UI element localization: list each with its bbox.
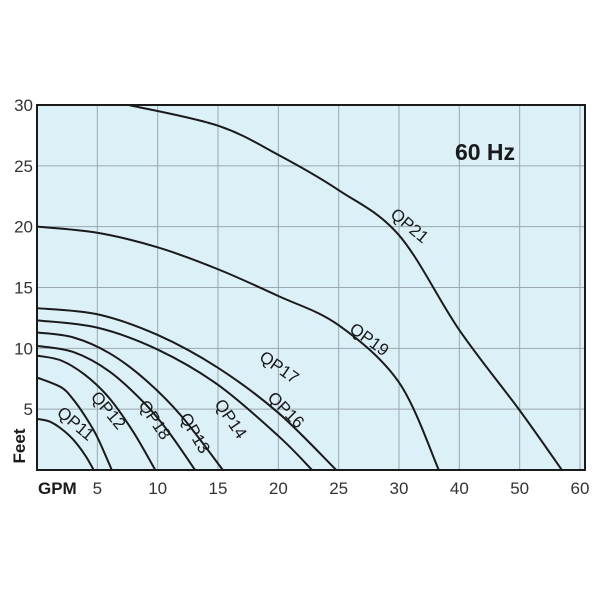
annotation: 60 Hz <box>455 139 515 165</box>
y-tick-label: 20 <box>14 218 33 237</box>
x-tick-label: 20 <box>269 479 288 498</box>
y-tick-label: 5 <box>24 400 33 419</box>
pump-curve <box>128 104 563 471</box>
plot-frame <box>36 104 586 471</box>
x-tick-label: 50 <box>510 479 529 498</box>
y-tick-label: 30 <box>14 96 33 115</box>
x-tick-label: 25 <box>329 479 348 498</box>
pump-curve <box>36 417 95 471</box>
x-tick-label: 5 <box>93 479 102 498</box>
x-tick-label: 60 <box>571 479 590 498</box>
pump-curve <box>36 225 440 471</box>
pump-curve <box>36 354 157 471</box>
y-axis-label: Feet <box>10 428 29 463</box>
curves <box>36 104 563 471</box>
y-tick-label: 15 <box>14 279 33 298</box>
x-tick-label: 15 <box>209 479 228 498</box>
pump-curve <box>36 307 337 471</box>
x-axis-label: GPM <box>38 479 77 498</box>
x-tick-label: 30 <box>390 479 409 498</box>
pump-curve <box>36 331 224 471</box>
y-tick-label: 25 <box>14 157 33 176</box>
pump-curve <box>36 344 196 471</box>
pump-curve <box>36 319 313 471</box>
pump-curve <box>36 376 113 471</box>
x-tick-label: 40 <box>450 479 469 498</box>
x-tick-label: 10 <box>148 479 167 498</box>
y-tick-label: 10 <box>14 339 33 358</box>
